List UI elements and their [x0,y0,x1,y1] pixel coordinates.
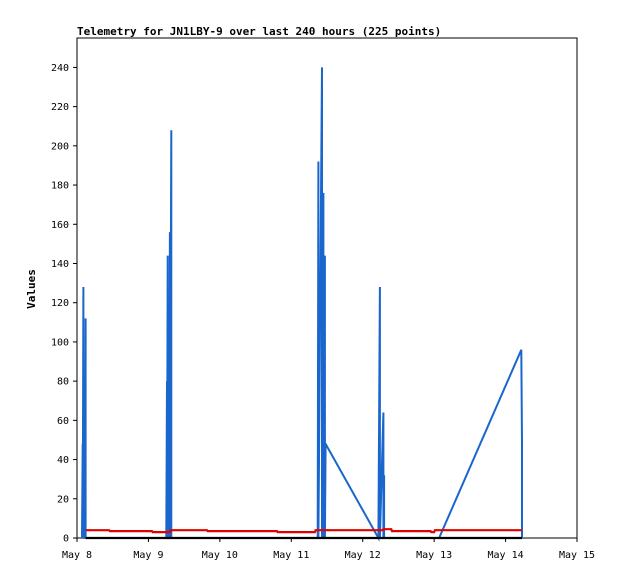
y-tick-label: 220 [51,102,69,113]
y-axis-label: Values [25,269,38,309]
series-layer [81,67,523,542]
y-tick-label: 0 [63,534,69,545]
y-tick-label: 160 [51,220,69,231]
x-tick-label: May 12 [345,550,381,561]
y-tick-label: 140 [51,259,69,270]
y-tick-label: 100 [51,337,69,348]
x-tick-label: May 15 [559,550,595,561]
x-tick-label: May 13 [416,550,452,561]
chart-title: Telemetry for JN1LBY-9 over last 240 hou… [77,25,441,38]
x-tick-label: May 9 [133,550,163,561]
x-tick-label: May 14 [488,550,524,561]
y-tick-label: 120 [51,298,69,309]
y-tick-label: 60 [57,416,69,427]
x-tick-label: May 8 [62,550,92,561]
y-axis: 0 20 40 60 80 100 120 140 160 180 200 220 240 [51,63,77,545]
y-tick-label: 180 [51,181,69,192]
y-tick-label: 40 [57,455,69,466]
x-tick-label: May 10 [202,550,238,561]
y-tick-label: 20 [57,494,69,505]
y-tick-label: 240 [51,63,69,74]
y-tick-label: 200 [51,141,69,152]
y-tick-label: 80 [57,377,69,388]
series-line-2 [85,528,522,534]
x-tick-label: May 11 [273,550,309,561]
